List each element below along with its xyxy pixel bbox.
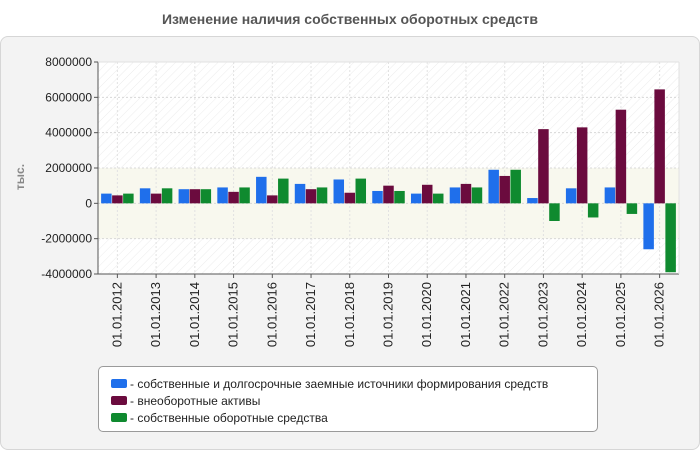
y-tick-label: 4000000 [45,126,92,140]
y-tick-label: -4000000 [41,267,92,281]
y-tick-label: 6000000 [45,90,92,104]
bar [410,193,422,204]
bar [510,169,521,204]
bar [576,127,588,204]
x-tick-label: 01.01.2020 [419,282,434,347]
bar [256,176,267,204]
bar [161,188,173,204]
bar [305,189,317,204]
bar [471,187,483,204]
bar [267,195,278,204]
bar [549,203,560,221]
bar [139,188,151,204]
bar [112,195,123,204]
bar [239,187,250,204]
y-tick-label: 0 [85,196,92,210]
bar [615,109,627,204]
legend: - собственные и долгосрочные заемные ист… [98,366,598,432]
x-tick-label: 01.01.2021 [458,282,473,347]
bar [643,203,654,250]
bar [372,190,383,204]
legend-label-working-capital: собственные оборотные средства [137,410,328,425]
legend-label-noncurrent-assets: внеоборотные активы [137,393,261,408]
bar [499,175,510,204]
bar [449,187,461,204]
bar [294,183,306,204]
bar [383,185,394,204]
legend-item-noncurrent-assets: - внеоборотные активы [111,392,260,409]
bar [355,178,367,204]
x-tick-label: 01.01.2024 [574,282,589,347]
bar [178,189,190,204]
x-tick-label: 01.01.2019 [381,282,396,347]
bar [565,188,577,204]
bar [527,198,538,204]
y-tick-label: 8000000 [45,55,92,69]
bar [488,169,499,204]
y-axis-label-box: тыс. [10,163,30,191]
legend-item-working-capital: - собственные оборотные средства [111,409,328,426]
bar [654,89,665,204]
bar [316,187,328,204]
bar [228,191,239,204]
chart-title: Изменение наличия собственных оборотных … [161,11,539,27]
bar [344,192,356,204]
bar [587,203,599,218]
x-tick-label: 01.01.2026 [652,282,667,347]
legend-item-sources: - собственные и долгосрочные заемные ист… [111,375,548,392]
bar [460,183,472,204]
y-axis-label: тыс. [13,163,27,191]
legend-swatch-working-capital [111,413,127,422]
bar [189,189,201,204]
x-tick-label: 01.01.2012 [109,282,124,347]
bar [150,193,162,204]
bar [200,189,212,204]
x-tick-label: 01.01.2017 [303,282,318,347]
y-tick-label: 2000000 [45,161,92,175]
bar [421,184,433,204]
x-tick-label: 01.01.2013 [148,282,163,347]
x-tick-label: 01.01.2023 [535,282,550,347]
bar [432,193,444,204]
bar [394,190,405,204]
y-tick-label: -2000000 [41,232,92,246]
bar [217,187,228,204]
x-tick-label: 01.01.2025 [613,282,628,347]
x-tick-label: 01.01.2016 [264,282,279,347]
bar [538,129,549,204]
x-tick-label: 01.01.2014 [187,282,202,347]
x-tick-label: 01.01.2022 [497,282,512,347]
bar [626,203,638,214]
legend-swatch-noncurrent-assets [111,396,127,405]
bar [604,187,616,204]
x-tick-label: 01.01.2015 [226,282,241,347]
plot-hatch-lower [98,238,679,274]
bar [101,193,112,204]
legend-label-sources: собственные и долгосрочные заемные источ… [137,376,549,391]
bar [333,179,345,204]
bar [278,178,289,204]
bar [665,203,676,273]
legend-swatch-sources [111,379,127,388]
x-tick-label: 01.01.2018 [342,282,357,347]
bar [123,193,134,204]
